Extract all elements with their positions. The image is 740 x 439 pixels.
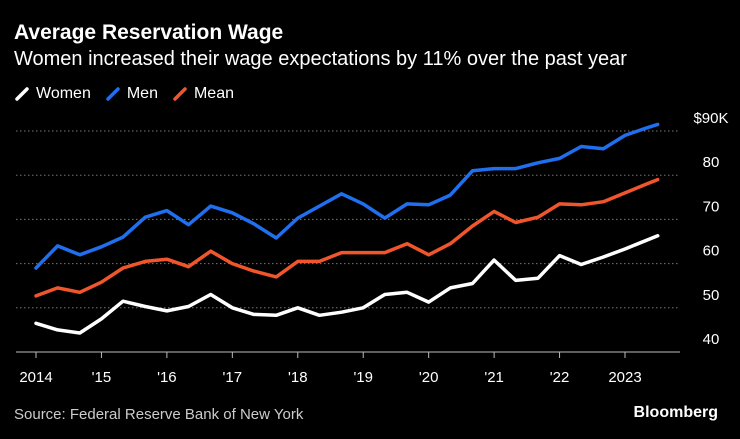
legend: Women Men Mean [14, 85, 248, 103]
x-tick-label: '19 [353, 369, 373, 386]
chart-subtitle: Women increased their wage expectations … [14, 48, 627, 70]
series-line-women [34, 234, 660, 335]
bloomberg-logo: Bloomberg [633, 404, 718, 421]
legend-item-men: Men [105, 85, 158, 103]
x-tick-label: '20 [419, 369, 439, 386]
x-tick-label: '22 [550, 369, 570, 386]
y-tick-label: 60 [703, 243, 720, 260]
legend-label-men: Men [126, 85, 158, 102]
x-tick-label: 2014 [19, 369, 52, 386]
y-tick-label: 50 [703, 287, 720, 304]
x-tick-label: '15 [92, 369, 112, 386]
x-tick-label: '18 [288, 369, 308, 386]
y-tick-label: 80 [703, 154, 720, 171]
x-tick-label: '21 [484, 369, 504, 386]
series-line-men [34, 122, 660, 270]
legend-label-women: Women [36, 85, 91, 102]
legend-item-mean: Mean [172, 85, 234, 103]
legend-label-mean: Mean [193, 85, 234, 102]
x-tick-label: '17 [223, 369, 243, 386]
legend-swatch-women [15, 87, 29, 101]
x-tick-label: '16 [157, 369, 177, 386]
legend-swatch-mean [173, 87, 187, 101]
y-tick-label: 70 [703, 198, 720, 215]
source-note: Source: Federal Reserve Bank of New York [14, 406, 304, 423]
x-tick-label: 2023 [608, 369, 641, 386]
y-tick-label: 40 [703, 331, 720, 348]
legend-swatch-men [106, 87, 120, 101]
y-tick-label: $90K [693, 110, 728, 127]
series-line-mean [34, 177, 660, 298]
chart-title: Average Reservation Wage [14, 21, 284, 44]
legend-item-women: Women [14, 85, 91, 103]
